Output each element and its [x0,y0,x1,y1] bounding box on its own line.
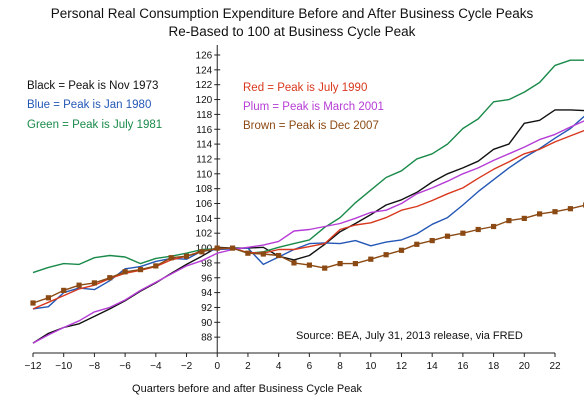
series-line-red [32,129,584,310]
data-point [214,245,220,251]
source-note: Source: BEA, July 31, 2013 release, via … [296,330,523,342]
data-point [398,247,405,253]
legend-item: Green = Peak is July 1981 [27,119,162,131]
data-point [337,261,343,267]
series-green [32,59,584,274]
x-tick-label: −12 [25,361,42,372]
y-tick-label: 112 [196,154,212,165]
legend: Black = Peak is Nov 1973 Blue = Peak is J… [27,80,384,132]
data-point [506,218,512,224]
data-point [30,300,36,306]
y-tick-label: 126 [196,51,213,62]
chart-title: Personal Real Consumption Expenditure Be… [51,6,534,21]
series-line-plum [32,120,584,344]
y-tick-label: 108 [196,184,213,195]
x-tick-label: 16 [457,361,469,372]
data-point [45,295,51,301]
y-tick-label: 120 [196,95,213,106]
data-point [199,249,205,255]
x-tick-label: 2 [245,361,251,372]
series-line-blue [32,115,584,310]
data-point [153,263,159,269]
legend-item: Plum = Peak is March 2001 [243,101,384,113]
data-point [183,253,190,259]
data-point [383,252,389,258]
series-brown [30,202,584,306]
x-tick-label: 22 [549,361,561,372]
x-tick-label: 12 [396,361,408,372]
data-point [306,262,312,268]
y-tick-label: 96 [201,273,213,284]
data-point [107,275,113,281]
data-point [429,238,435,244]
y-tick-label: 102 [196,229,213,240]
data-point [291,260,297,266]
x-tick-label: −8 [89,361,101,372]
x-tick-label: 8 [337,361,343,372]
data-point [137,267,144,273]
x-tick-label: 0 [214,361,220,372]
series-layer [30,59,584,344]
chart-subtitle: Re-Based to 100 at Business Cycle Peak [169,24,416,39]
x-tick-label: −6 [119,361,131,372]
data-point [61,287,67,293]
x-tick-label: 18 [488,361,500,372]
series-line-green [32,59,584,274]
data-point [91,280,97,286]
data-point [567,206,573,212]
series-line-brown [32,204,584,304]
data-point [521,215,527,221]
legend-item: Red = Peak is July 1990 [243,82,367,94]
y-tick-label: 104 [196,214,213,225]
data-point [76,282,82,288]
series-black [32,109,584,344]
y-tick-label: 114 [196,140,212,151]
x-tick-label: 14 [427,361,439,372]
series-blue [32,115,584,310]
y-tick-label: 90 [201,318,213,329]
data-point [460,230,466,236]
x-tick-label: 10 [365,361,377,372]
y-tick-label: 92 [201,303,213,314]
data-point [414,241,420,247]
y-tick-label: 122 [196,80,213,91]
data-point [322,265,328,271]
data-point [260,251,266,257]
data-point [276,252,282,259]
y-tick-label: 88 [201,333,213,344]
data-point [444,233,451,239]
y-tick-label: 124 [196,65,213,76]
x-tick-label: −4 [150,361,162,372]
axes: −12 −10 −8 −6 −4 −2 0 2 4 6 8 10 12 14 16 18 20 22 88 90 92 9… [25,45,561,372]
legend-item: Brown = Peak is Dec 2007 [243,120,379,132]
x-tick-label: 20 [519,361,531,372]
x-tick-label: −10 [55,361,72,372]
y-tick-label: 106 [196,199,213,210]
data-point [168,255,174,261]
data-point [475,226,481,233]
x-axis-label: Quarters before and after Business Cycle… [132,383,362,395]
data-point [552,209,558,215]
data-point [352,261,358,267]
data-point [245,250,251,256]
data-point [230,245,236,251]
x-tick-label: 6 [307,361,313,372]
y-tick-label: 116 [196,125,212,136]
y-tick-label: 94 [201,288,213,299]
series-plum [32,120,584,344]
series-red [32,129,584,310]
data-point [368,256,374,262]
series-line-black [32,109,584,344]
data-point [491,223,497,230]
x-tick-label: −2 [181,361,193,372]
y-tick-label: 110 [196,169,212,180]
y-tick-label: 118 [196,110,212,121]
legend-item: Blue = Peak is Jan 1980 [27,99,151,111]
x-tick-label: 4 [276,361,282,372]
legend-item: Black = Peak is Nov 1973 [27,80,158,92]
data-point [122,269,128,275]
y-tick-label: 98 [201,258,213,269]
data-point [537,211,543,217]
